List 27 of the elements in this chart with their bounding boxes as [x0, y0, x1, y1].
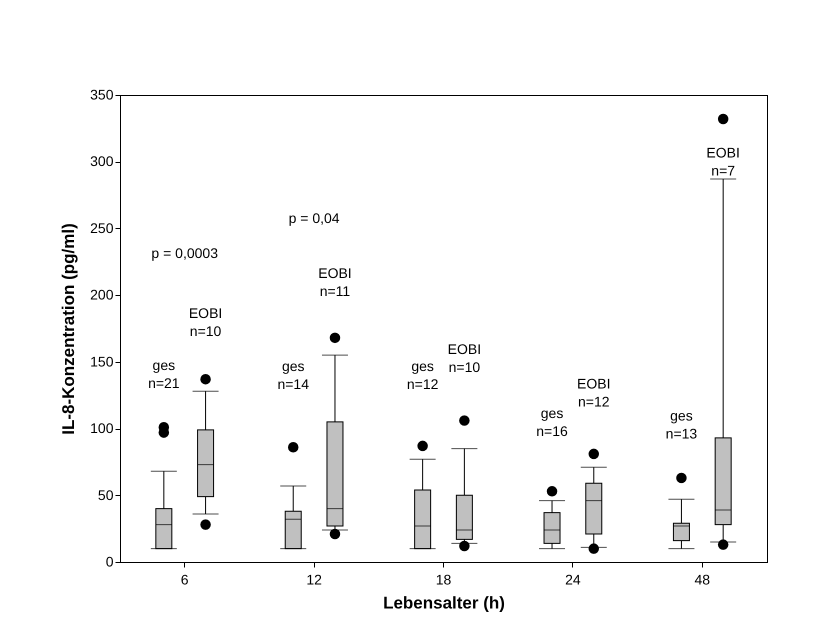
x-tick-label: 24: [565, 572, 581, 588]
y-tick-label: 0: [106, 554, 114, 570]
y-tick-label: 200: [90, 286, 114, 303]
annotation: ges n=16: [536, 404, 568, 439]
x-axis-title: Lebensalter (h): [383, 594, 505, 612]
annotation: EOBI n=7: [706, 144, 740, 179]
annotation: ges n=21: [148, 356, 180, 391]
annotation: EOBI n=10: [188, 304, 222, 339]
y-tick-label: 100: [90, 420, 114, 436]
x-tick-label: 48: [694, 572, 710, 588]
x-tick-label: 12: [306, 572, 322, 588]
annotation: ges n=13: [666, 408, 698, 442]
annotation: EOBI n=10: [448, 340, 482, 375]
y-tick-label: 350: [90, 86, 114, 102]
y-tick-label: 300: [90, 153, 114, 170]
y-axis-title: IL-8-Konzentration (pg/ml): [59, 223, 78, 435]
y-tick-label: 250: [90, 220, 114, 236]
y-tick-label: 150: [90, 353, 114, 370]
annotation: EOBI n=11: [318, 264, 352, 299]
annotation: EOBI n=12: [577, 376, 611, 410]
annotation: p = 0,0003: [151, 244, 218, 261]
annotation: ges n=14: [277, 358, 310, 392]
y-tick-label: 50: [98, 486, 114, 503]
annotation: p = 0,04: [288, 210, 340, 226]
x-tick-label: 6: [180, 572, 189, 588]
annotation: ges n=12: [406, 358, 439, 392]
x-tick-label: 18: [436, 572, 452, 588]
